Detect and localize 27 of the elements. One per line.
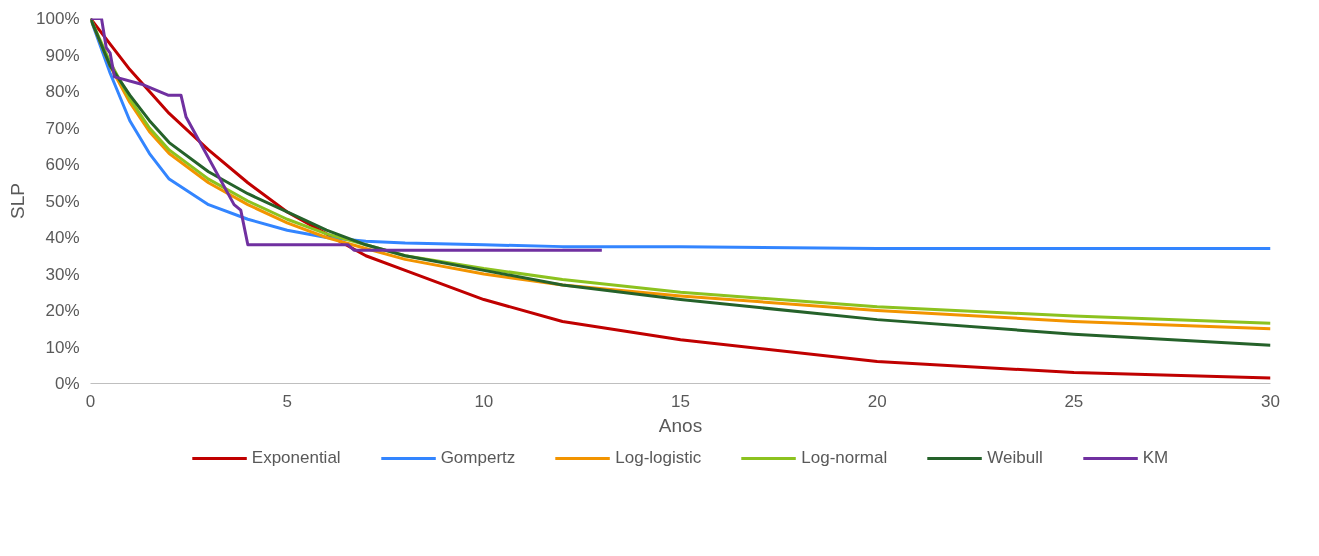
x-tick-label: 5: [282, 391, 292, 411]
legend-label: Gompertz: [440, 448, 516, 468]
y-tick-label: 40%: [45, 228, 80, 247]
legend-label: Exponential: [251, 448, 341, 468]
y-tick-label: 30%: [45, 264, 80, 284]
legend-label: Weibull: [987, 448, 1043, 468]
y-tick-label: 70%: [45, 118, 80, 138]
x-tick-label: 15: [671, 391, 690, 411]
y-tick-label: 0%: [54, 374, 80, 393]
y-tick-label: 80%: [45, 82, 80, 101]
x-tick-label: 30: [1261, 391, 1280, 411]
y-tick-label: 100%: [36, 9, 80, 28]
legend-label: Log-normal: [801, 448, 888, 468]
y-tick-label: 20%: [45, 301, 80, 320]
y-axis-title: SLP: [7, 183, 29, 219]
line-series: [90, 18, 604, 252]
x-tick-label: 20: [867, 391, 887, 411]
x-tick-label: 10: [474, 391, 494, 411]
y-tick-label: 60%: [45, 155, 80, 174]
x-tick-label: 0: [85, 391, 96, 411]
x-axis-title: Anos: [658, 414, 703, 436]
y-tick-label: 50%: [45, 191, 80, 211]
y-tick-label: 90%: [45, 45, 80, 65]
legend-label: KM: [1142, 448, 1169, 468]
y-tick-label: 10%: [45, 337, 80, 357]
x-tick-label: 25: [1064, 391, 1084, 411]
legend-label: Log-logistic: [615, 448, 702, 468]
